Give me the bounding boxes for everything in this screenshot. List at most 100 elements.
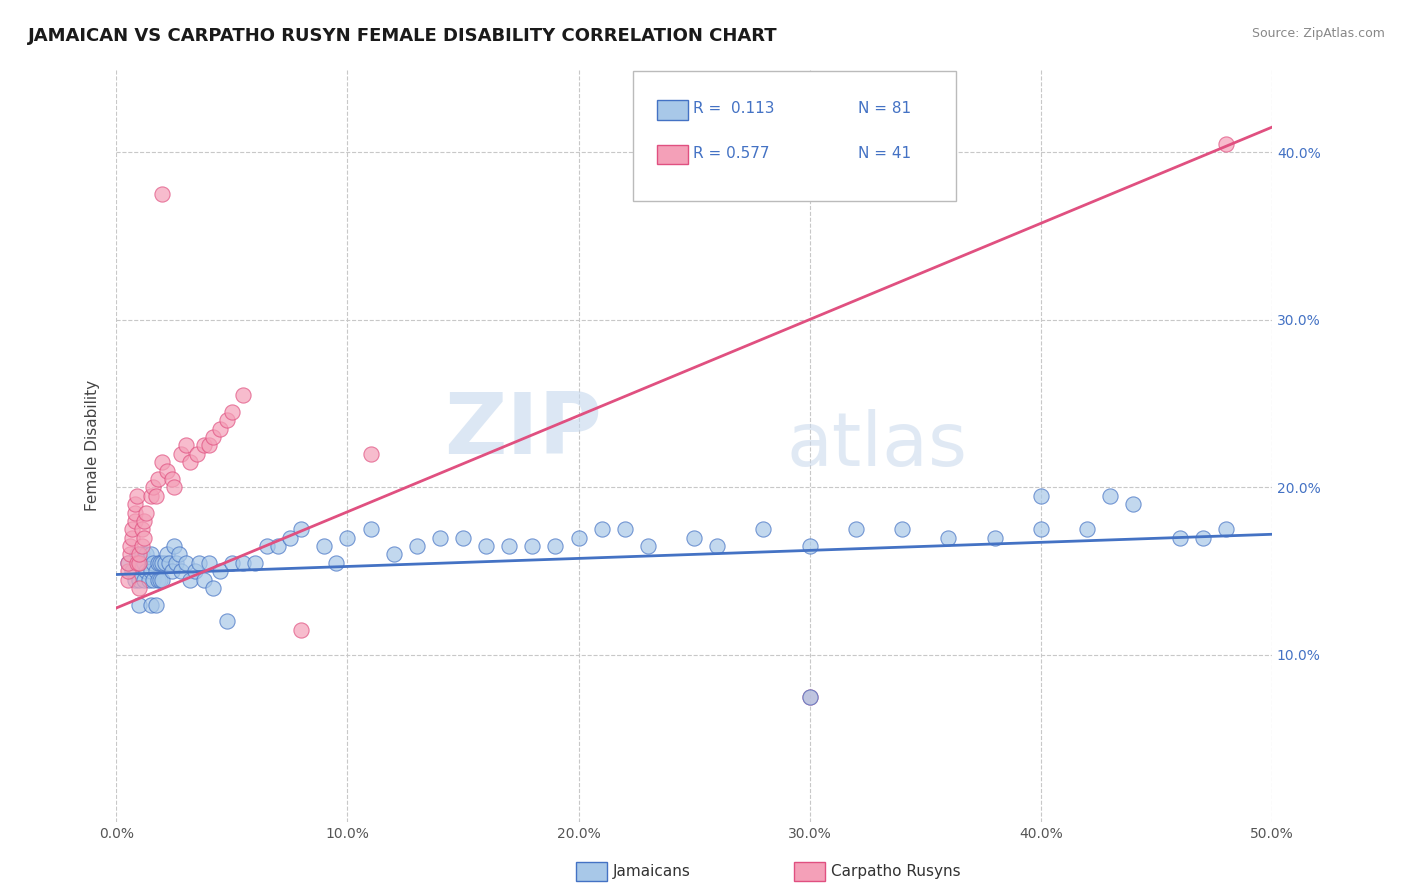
Point: [156, 464, 179, 478]
Point: [429, 531, 451, 545]
Point: [160, 472, 183, 486]
Point: [174, 438, 197, 452]
Point: [193, 573, 215, 587]
Point: [983, 531, 1005, 545]
Point: [706, 539, 728, 553]
Point: [142, 556, 165, 570]
Point: [160, 564, 183, 578]
Point: [799, 690, 821, 704]
Point: [152, 455, 174, 469]
Point: [135, 506, 157, 520]
Point: [131, 522, 153, 536]
Text: Carpatho Rusyns: Carpatho Rusyns: [831, 864, 960, 879]
Text: ZIP: ZIP: [444, 389, 602, 472]
Point: [149, 556, 172, 570]
Point: [117, 556, 139, 570]
Point: [891, 522, 914, 536]
Point: [128, 556, 150, 570]
Point: [152, 573, 174, 587]
Point: [243, 556, 266, 570]
Point: [139, 564, 162, 578]
Point: [1029, 522, 1052, 536]
Point: [121, 531, 143, 545]
Point: [197, 556, 219, 570]
Point: [360, 522, 382, 536]
Text: Jamaicans: Jamaicans: [613, 864, 690, 879]
Point: [938, 531, 960, 545]
Point: [121, 522, 143, 536]
Point: [232, 556, 254, 570]
Point: [124, 497, 146, 511]
Point: [153, 556, 176, 570]
Point: [139, 489, 162, 503]
Point: [360, 447, 382, 461]
Text: R =  0.113: R = 0.113: [693, 102, 775, 116]
Point: [139, 598, 162, 612]
Point: [382, 548, 405, 562]
Point: [188, 556, 211, 570]
Point: [325, 556, 347, 570]
Point: [197, 438, 219, 452]
Point: [165, 556, 187, 570]
Point: [845, 522, 868, 536]
Point: [159, 556, 181, 570]
Point: [124, 573, 146, 587]
Point: [128, 598, 150, 612]
Point: [132, 531, 155, 545]
Point: [567, 531, 589, 545]
Point: [267, 539, 290, 553]
Point: [186, 447, 208, 461]
Point: [1215, 522, 1237, 536]
Point: [128, 548, 150, 562]
Point: [142, 480, 165, 494]
Point: [117, 573, 139, 587]
Point: [405, 539, 427, 553]
Point: [752, 522, 775, 536]
Point: [152, 187, 174, 202]
Point: [128, 573, 150, 587]
Point: [591, 522, 613, 536]
Point: [145, 564, 167, 578]
Point: [131, 539, 153, 553]
Point: [314, 539, 336, 553]
Point: [145, 598, 167, 612]
Point: [184, 564, 207, 578]
Point: [498, 539, 520, 553]
Point: [209, 422, 232, 436]
Point: [1168, 531, 1191, 545]
Point: [193, 438, 215, 452]
Point: [152, 556, 174, 570]
Point: [170, 447, 193, 461]
Point: [202, 581, 225, 595]
Point: [217, 413, 239, 427]
Point: [1215, 136, 1237, 151]
Point: [124, 506, 146, 520]
Point: [167, 548, 190, 562]
Point: [125, 548, 148, 562]
Text: R = 0.577: R = 0.577: [693, 146, 769, 161]
Point: [163, 480, 186, 494]
Point: [451, 531, 474, 545]
Point: [128, 556, 150, 570]
Point: [124, 514, 146, 528]
Point: [544, 539, 567, 553]
Point: [522, 539, 544, 553]
Point: [683, 531, 706, 545]
Point: [117, 564, 139, 578]
Point: [132, 514, 155, 528]
Point: [132, 573, 155, 587]
Point: [170, 564, 193, 578]
Point: [221, 556, 243, 570]
Point: [475, 539, 498, 553]
Point: [121, 564, 143, 578]
Text: N = 41: N = 41: [858, 146, 911, 161]
Point: [142, 573, 165, 587]
Point: [145, 489, 167, 503]
Point: [146, 556, 169, 570]
Point: [156, 548, 179, 562]
Point: [125, 489, 148, 503]
Text: atlas: atlas: [786, 409, 967, 482]
Point: [1099, 489, 1122, 503]
Point: [120, 539, 142, 553]
Point: [256, 539, 278, 553]
